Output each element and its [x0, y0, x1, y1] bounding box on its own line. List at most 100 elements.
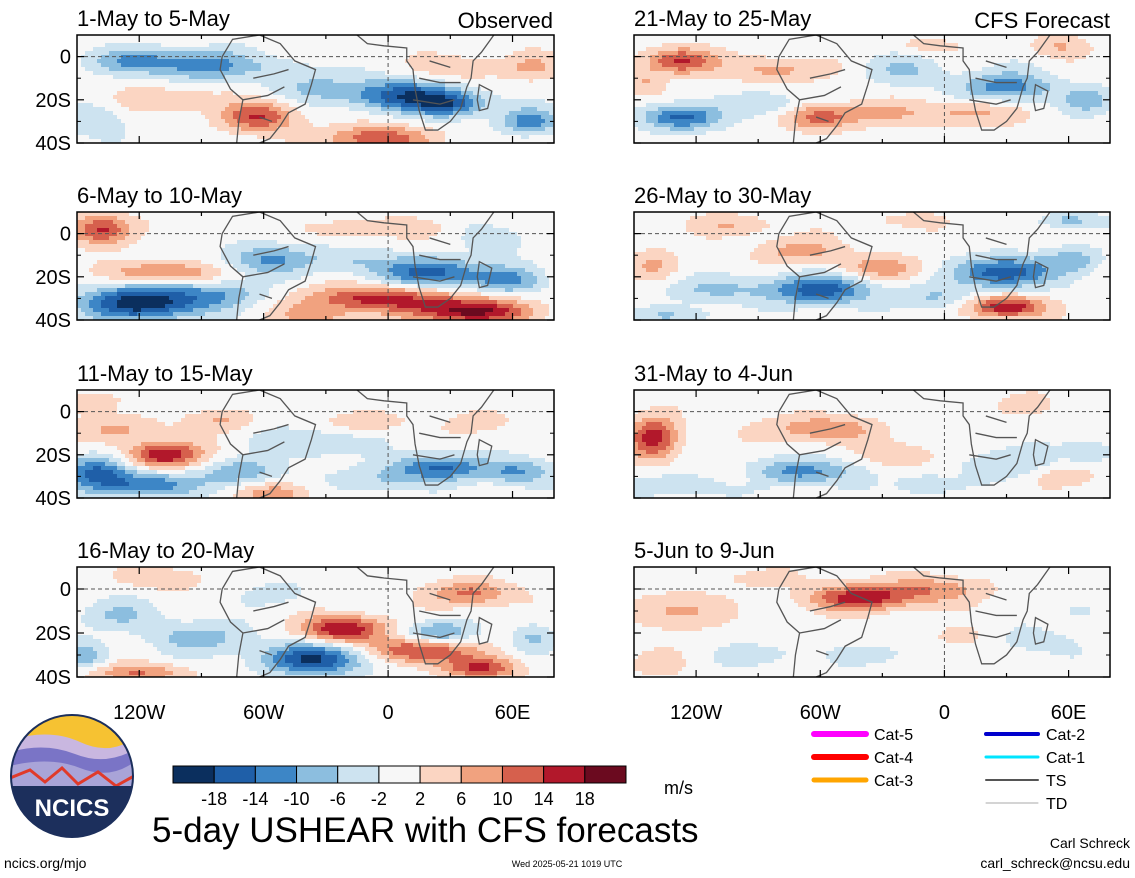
colorbar-label: -10 [284, 789, 310, 809]
colorbar-swatch [337, 765, 380, 784]
legend-item: Cat-3 [811, 773, 913, 790]
lon-tick-label: 0 [383, 702, 394, 724]
panel-title: 6-May to 10-May [77, 183, 242, 208]
logo-text: NCICS [35, 795, 110, 822]
colorbar-label: 18 [575, 789, 595, 809]
panel-title: 26-May to 30-May [634, 183, 811, 208]
colorbar-swatch [213, 765, 256, 784]
cfs-forecast-label: CFS Forecast [974, 8, 1110, 33]
colorbar-swatch [419, 765, 462, 784]
lon-tick-labels-right: 120W 60W 0 60E [670, 702, 1086, 724]
lat-tick-label: 20S [35, 445, 71, 467]
panel-frame [633, 566, 1111, 678]
lon-tick-labels-left: 120W 60W 0 60E [113, 702, 530, 724]
lat-tick-label: 20S [35, 90, 71, 112]
panel-frame [76, 389, 555, 499]
panel-6: 26-May to 30-May [633, 183, 1111, 321]
colorbar-label: 2 [415, 789, 425, 809]
lat-tick-label: 20S [35, 267, 71, 289]
panel-frame [633, 34, 1111, 144]
panel-title: 16-May to 20-May [77, 538, 254, 563]
panel-2: 0 20S 40S 6-May to 10-May [35, 183, 555, 332]
panel-1: 0 20S 40S 1-May to 5-May [35, 6, 555, 155]
panel-frame [633, 389, 1111, 499]
lat-tick-label: 0 [60, 47, 71, 69]
colorbar-label: 6 [456, 789, 466, 809]
legend-label: Cat-4 [874, 750, 913, 767]
colorbar-swatch [584, 765, 627, 784]
lon-tick-label: 0 [939, 702, 950, 724]
panel-grid: 0 20S 40S 1-May to 5-May 0 20S 40S 6-May to 10-… [35, 6, 1111, 689]
field [634, 35, 1110, 143]
legend-label: Cat-5 [874, 727, 913, 744]
ncics-logo: NCICS [10, 714, 134, 838]
lat-tick-label: 0 [60, 402, 71, 424]
panel-title: 21-May to 25-May [634, 6, 811, 31]
field [77, 390, 554, 498]
colorbar-label: -14 [242, 789, 268, 809]
observed-label: Observed [458, 8, 553, 33]
panel-title: 31-May to 4-Jun [634, 361, 793, 386]
lon-tick-label: 120W [113, 702, 165, 724]
field [634, 212, 1110, 320]
colorbar-label: -18 [201, 789, 227, 809]
legend-label: TS [1046, 773, 1066, 790]
field [634, 567, 1110, 677]
legend-label: Cat-2 [1046, 727, 1085, 744]
lat-tick-label: 40S [35, 667, 71, 689]
footer-timestamp: Wed 2025-05-21 1019 UTC [512, 859, 623, 869]
corner-labels: Observed CFS Forecast [458, 8, 1110, 33]
legend-item: Cat-1 [984, 750, 1085, 767]
panel-4: 0 20S 40S 16-May to 20-May [35, 538, 555, 689]
legend-item: Cat-2 [984, 727, 1085, 744]
field [634, 390, 1110, 498]
lon-tick-label: 60E [495, 702, 531, 724]
lon-tick-label: 60E [1051, 702, 1087, 724]
panel-3: 0 20S 40S 11-May to 15-May [35, 361, 555, 510]
legend-label: Cat-1 [1046, 750, 1085, 767]
panel-7: 31-May to 4-Jun [633, 361, 1111, 499]
colorbar-label: -6 [330, 789, 346, 809]
lon-tick-label: 120W [670, 702, 722, 724]
legend-label: TD [1046, 796, 1067, 813]
legend-item: Cat-4 [811, 750, 913, 767]
panel-title: 1-May to 5-May [77, 6, 230, 31]
footer-author: Carl Schreck [1050, 835, 1131, 851]
colorbar-label: 10 [492, 789, 512, 809]
panel-5: 21-May to 25-May [633, 6, 1111, 144]
colorbar-swatch [172, 765, 215, 784]
panel-frame [633, 211, 1111, 321]
colorbar-swatch [296, 765, 339, 784]
colorbar: -18 -14 -10 -6 -2 2 6 10 14 18 [172, 765, 627, 809]
colorbar-label: -2 [371, 789, 387, 809]
legend-item: Cat-5 [811, 727, 913, 744]
field [77, 567, 554, 677]
panel-frame [76, 34, 555, 144]
colorbar-swatch [254, 765, 298, 784]
legend-item: TS [985, 773, 1066, 790]
footer-email: carl_schreck@ncsu.edu [980, 855, 1130, 871]
colorbar-swatch [460, 765, 503, 784]
panel-title: 11-May to 15-May [77, 361, 253, 386]
lat-tick-label: 40S [35, 310, 71, 332]
lon-tick-label: 60W [800, 702, 841, 724]
storm-legend: Cat-5 Cat-4 Cat-3 Cat-2 Cat-1 TS TD [811, 727, 1085, 813]
lat-tick-label: 40S [35, 133, 71, 155]
colorbar-units: m/s [664, 778, 693, 798]
colorbar-swatch [378, 765, 421, 784]
lat-tick-label: 0 [60, 224, 71, 246]
field [77, 35, 554, 143]
lon-tick-label: 60W [243, 702, 284, 724]
panel-frame [76, 566, 555, 678]
field [77, 212, 554, 320]
panel-8: 5-Jun to 9-Jun [633, 538, 1111, 678]
lat-tick-label: 0 [60, 579, 71, 601]
legend-label: Cat-3 [874, 773, 913, 790]
panel-title: 5-Jun to 9-Jun [634, 538, 775, 563]
colorbar-swatch [501, 765, 545, 784]
lat-tick-label: 40S [35, 488, 71, 510]
legend-item: TD [985, 796, 1067, 813]
lat-tick-label: 20S [35, 623, 71, 645]
footer-left: ncics.org/mjo [4, 855, 87, 871]
